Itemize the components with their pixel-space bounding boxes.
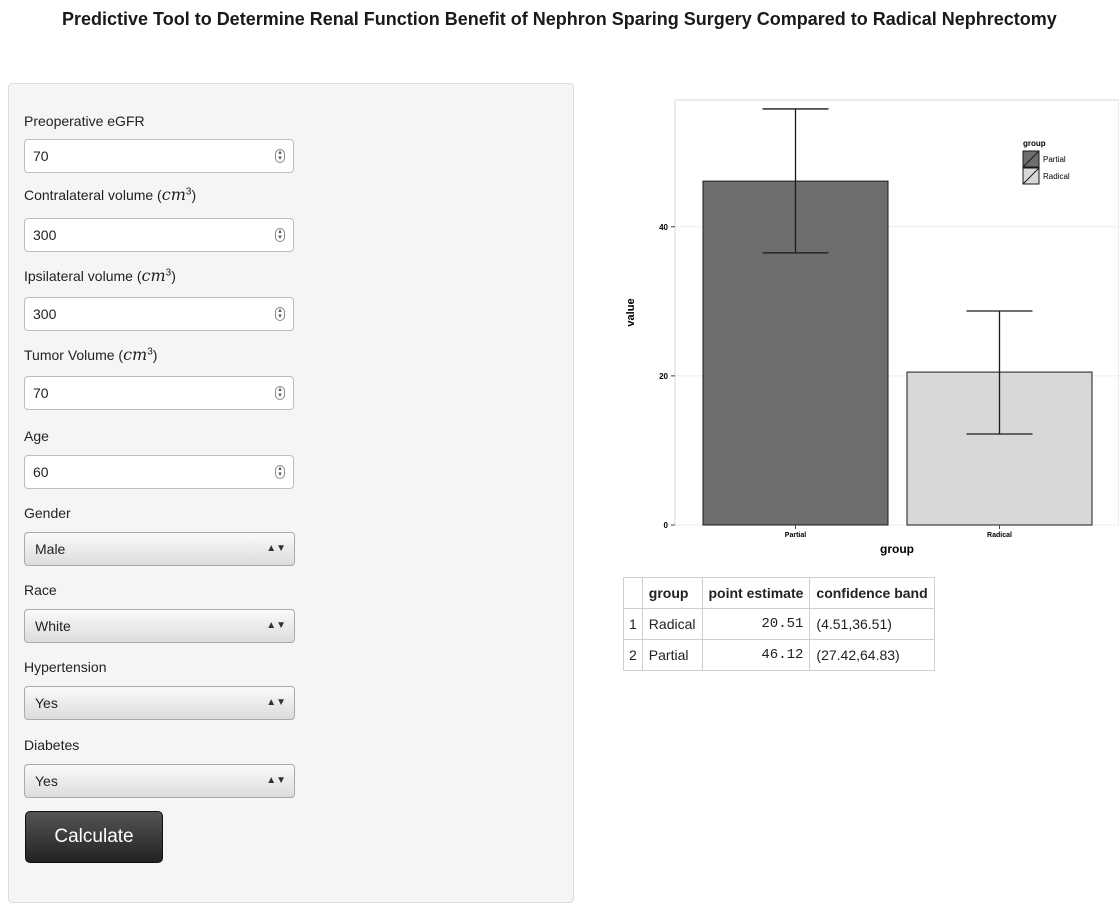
- race-select[interactable]: White ▲▼: [24, 609, 295, 643]
- calculate-button[interactable]: Calculate: [25, 811, 163, 863]
- table-row: 1 Radical 20.51 (4.51,36.51): [623, 608, 935, 640]
- select-arrows-icon: ▲▼: [266, 620, 286, 631]
- table-header-band: confidence band: [809, 577, 935, 609]
- table-header-row: group point estimate confidence band: [623, 577, 935, 609]
- diabetes-label: Diabetes: [24, 737, 80, 753]
- ipsilateral-volume-label: Ipsilateral volume (cm3): [24, 266, 176, 285]
- y-tick-label: 20: [659, 372, 668, 381]
- row-estimate: 46.12: [701, 639, 811, 671]
- race-label: Race: [24, 582, 57, 598]
- table-header-estimate: point estimate: [701, 577, 811, 609]
- spinner-icon[interactable]: ▴ ▾: [275, 465, 285, 479]
- table-row: 2 Partial 46.12 (27.42,64.83): [623, 639, 935, 671]
- spinner-icon[interactable]: ▴ ▾: [275, 228, 285, 242]
- age-input[interactable]: 60 ▴ ▾: [24, 455, 294, 489]
- select-arrows-icon: ▲▼: [266, 697, 286, 708]
- legend-label: Partial: [1043, 155, 1066, 164]
- select-arrows-icon: ▲▼: [266, 543, 286, 554]
- race-value: White: [35, 618, 71, 634]
- spinner-icon[interactable]: ▴ ▾: [275, 307, 285, 321]
- contralateral-volume-label: Contralateral volume (cm3): [24, 185, 197, 204]
- results-chart: value 0 20 40 Partial Radical group group Partia…: [620, 95, 1119, 565]
- legend-swatch-slash: [1022, 150, 1040, 168]
- gender-value: Male: [35, 541, 66, 557]
- diabetes-value: Yes: [35, 773, 58, 789]
- y-tick-label: 40: [659, 223, 668, 232]
- row-index: 2: [623, 639, 643, 671]
- x-tick-label: Partial: [785, 532, 806, 539]
- ipsilateral-volume-input[interactable]: 300 ▴ ▾: [24, 297, 294, 331]
- row-group: Partial: [641, 639, 703, 671]
- contralateral-volume-input[interactable]: 300 ▴ ▾: [24, 218, 294, 252]
- hypertension-select[interactable]: Yes ▲▼: [24, 686, 295, 720]
- hypertension-label: Hypertension: [24, 659, 107, 675]
- row-group: Radical: [641, 608, 703, 640]
- results-table: group point estimate confidence band 1 R…: [623, 577, 935, 671]
- x-axis-label: group: [880, 542, 914, 556]
- hypertension-value: Yes: [35, 695, 58, 711]
- legend-title: group: [1023, 139, 1046, 148]
- tumor-volume-value: 70: [33, 385, 49, 401]
- spinner-icon[interactable]: ▴ ▾: [275, 386, 285, 400]
- preop-egfr-input[interactable]: 70 ▴ ▾: [24, 139, 294, 173]
- spinner-icon[interactable]: ▴ ▾: [275, 149, 285, 163]
- row-band: (4.51,36.51): [809, 608, 935, 640]
- tumor-volume-input[interactable]: 70 ▴ ▾: [24, 376, 294, 410]
- page-title: Predictive Tool to Determine Renal Funct…: [62, 9, 1057, 29]
- bar-chart-svg: value 0 20 40 Partial Radical group group Partia…: [625, 99, 1119, 556]
- tumor-volume-label: Tumor Volume (cm3): [24, 345, 158, 364]
- x-tick-label: Radical: [987, 532, 1012, 539]
- diabetes-select[interactable]: Yes ▲▼: [24, 764, 295, 798]
- table-header-index: [623, 577, 643, 609]
- age-value: 60: [33, 464, 49, 480]
- row-estimate: 20.51: [701, 608, 811, 640]
- gender-label: Gender: [24, 505, 71, 521]
- contralateral-volume-value: 300: [33, 227, 57, 243]
- row-index: 1: [623, 608, 643, 640]
- y-axis-label: value: [625, 298, 637, 326]
- y-tick-label: 0: [664, 521, 669, 530]
- ipsilateral-volume-value: 300: [33, 306, 57, 322]
- legend-swatch-slash: [1022, 167, 1040, 185]
- preop-egfr-label: Preoperative eGFR: [24, 113, 145, 129]
- table-header-group: group: [641, 577, 703, 609]
- gender-select[interactable]: Male ▲▼: [24, 532, 295, 566]
- legend-label: Radical: [1043, 172, 1070, 181]
- age-label: Age: [24, 428, 49, 444]
- preop-egfr-value: 70: [33, 148, 49, 164]
- row-band: (27.42,64.83): [809, 639, 935, 671]
- select-arrows-icon: ▲▼: [266, 775, 286, 786]
